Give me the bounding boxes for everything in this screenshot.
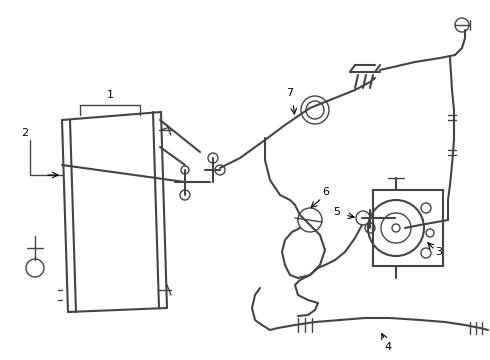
Text: 5: 5: [333, 207, 340, 217]
Text: 2: 2: [22, 128, 28, 138]
Bar: [373, 190, 443, 266]
Text: 7: 7: [287, 88, 294, 98]
Circle shape: [392, 224, 400, 232]
Text: 1: 1: [106, 90, 114, 100]
Text: 3: 3: [435, 247, 442, 257]
Text: 4: 4: [385, 342, 392, 352]
Text: 6: 6: [322, 187, 329, 197]
